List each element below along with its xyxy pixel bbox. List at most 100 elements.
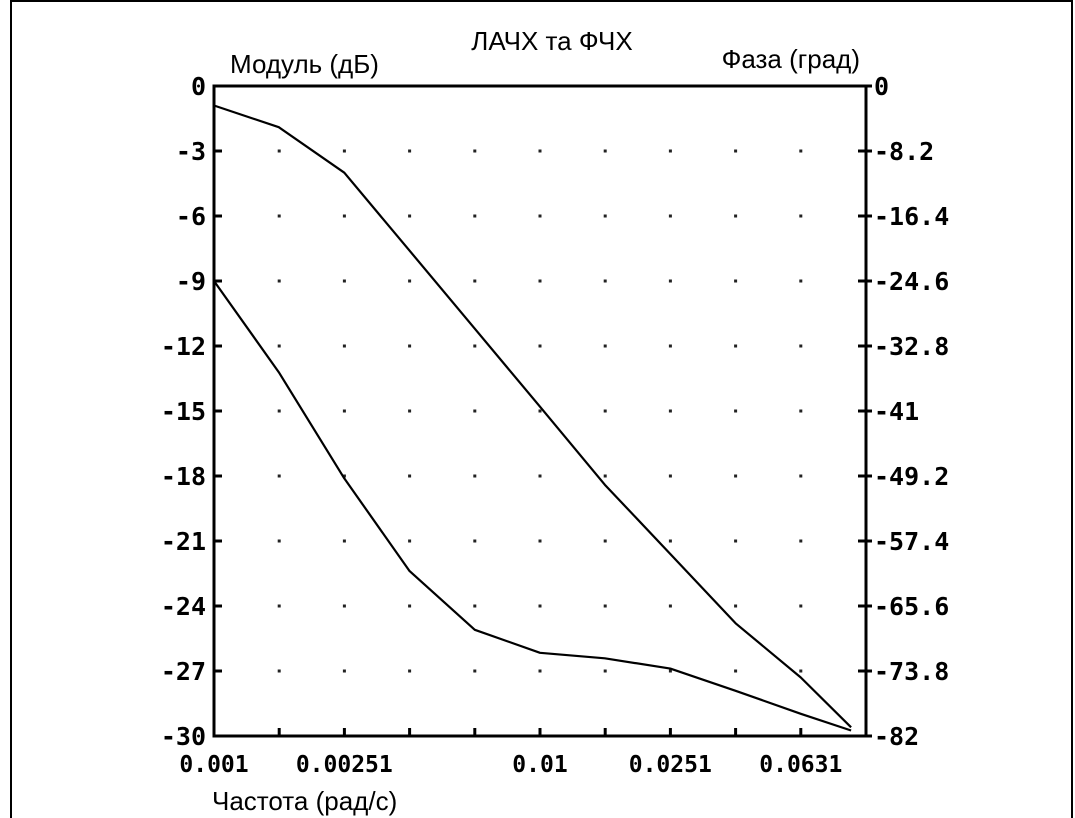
grid-dot <box>603 214 607 218</box>
grid-dot <box>277 669 281 673</box>
grid-dot <box>799 539 803 543</box>
grid-dot <box>473 604 477 608</box>
grid-dot <box>277 279 281 283</box>
grid-dot <box>734 279 738 283</box>
grid-dot <box>538 409 542 413</box>
grid-dot <box>408 149 412 153</box>
grid-dot <box>408 604 412 608</box>
y-left-tick-label: -27 <box>161 657 206 686</box>
grid-dot <box>668 214 672 218</box>
y-left-tick-label: -18 <box>161 462 206 491</box>
y-right-tick-label: -8.2 <box>874 137 934 166</box>
grid-dot <box>408 214 412 218</box>
grid-dot <box>799 279 803 283</box>
grid-dot <box>342 279 346 283</box>
grid-dot <box>408 669 412 673</box>
grid-dot <box>473 409 477 413</box>
grid-dot <box>668 474 672 478</box>
grid-dot <box>668 604 672 608</box>
y-left-tick-label: -15 <box>161 397 206 426</box>
y-right-tick-label: -82 <box>874 722 919 751</box>
grid-dot <box>734 409 738 413</box>
grid-dot <box>734 539 738 543</box>
grid-dot <box>603 604 607 608</box>
grid-dot <box>473 279 477 283</box>
grid-dot <box>799 604 803 608</box>
grid-dot <box>734 474 738 478</box>
grid-dot <box>342 214 346 218</box>
grid-dot <box>408 344 412 348</box>
grid-dot <box>277 474 281 478</box>
tick-labels: 0 -3 -6 -9 -12 -15 -18 -21 -24 -27 -30 0 -8.2 -16.4 -2… <box>161 72 949 778</box>
y-left-tick-label: -12 <box>161 332 206 361</box>
x-tick-label: 0.01 <box>512 752 567 778</box>
grid-dot <box>538 149 542 153</box>
grid-dot <box>277 539 281 543</box>
grid-dot <box>538 669 542 673</box>
y-right-tick-label: -16.4 <box>874 202 949 231</box>
chart-frame <box>10 0 1073 818</box>
grid-dot <box>538 344 542 348</box>
grid-dot <box>603 669 607 673</box>
grid-dot <box>668 539 672 543</box>
axes <box>212 84 872 738</box>
grid-dot <box>408 409 412 413</box>
grid-dot <box>734 214 738 218</box>
y-right-tick-label: -73.8 <box>874 657 949 686</box>
y-right-tick-label: -57.4 <box>874 527 949 556</box>
y-left-tick-label: -3 <box>176 137 206 166</box>
grid-dot <box>473 149 477 153</box>
y-right-tick-label: -65.6 <box>874 592 949 621</box>
grid-dot <box>734 149 738 153</box>
grid-dot <box>277 149 281 153</box>
grid-dot <box>603 279 607 283</box>
grid-dot <box>342 539 346 543</box>
grid-dot <box>408 279 412 283</box>
grid-dot <box>408 539 412 543</box>
y-right-tick-label: -49.2 <box>874 462 949 491</box>
grid-dot <box>799 669 803 673</box>
grid-dot <box>734 604 738 608</box>
grid-dot <box>538 474 542 478</box>
y-right-label: Фаза (град) <box>722 44 860 74</box>
y-left-tick-label: -21 <box>161 527 206 556</box>
grid <box>277 149 803 673</box>
grid-dot <box>538 604 542 608</box>
y-right-tick-label: -24.6 <box>874 267 949 296</box>
grid-dot <box>473 214 477 218</box>
grid-dot <box>668 279 672 283</box>
grid-dot <box>342 604 346 608</box>
grid-dot <box>603 409 607 413</box>
magnitude-series-line <box>213 104 852 729</box>
grid-dot <box>538 279 542 283</box>
grid-dot <box>342 669 346 673</box>
chart-title: ЛАЧХ та ФЧХ <box>471 26 632 56</box>
y-left-tick-label: 0 <box>191 72 206 101</box>
grid-dot <box>668 149 672 153</box>
grid-dot <box>277 344 281 348</box>
series-group <box>213 104 852 732</box>
y-left-tick-label: -30 <box>161 722 206 751</box>
grid-dot <box>277 409 281 413</box>
y-left-tick-label: -24 <box>161 592 206 621</box>
grid-dot <box>799 214 803 218</box>
y-right-tick-label: -32.8 <box>874 332 949 361</box>
grid-dot <box>603 344 607 348</box>
y-left-label: Модуль (дБ) <box>230 49 379 79</box>
grid-dot <box>408 474 412 478</box>
grid-dot <box>603 474 607 478</box>
y-right-tick-label: 0 <box>874 72 889 101</box>
grid-dot <box>538 214 542 218</box>
y-left-tick-label: -9 <box>176 267 206 296</box>
grid-dot <box>799 344 803 348</box>
grid-dot <box>342 149 346 153</box>
grid-dot <box>342 474 346 478</box>
grid-dot <box>799 149 803 153</box>
grid-dot <box>734 669 738 673</box>
grid-dot <box>603 149 607 153</box>
grid-dot <box>277 604 281 608</box>
grid-dot <box>342 409 346 413</box>
grid-dot <box>277 214 281 218</box>
grid-dot <box>603 539 607 543</box>
grid-dot <box>668 409 672 413</box>
